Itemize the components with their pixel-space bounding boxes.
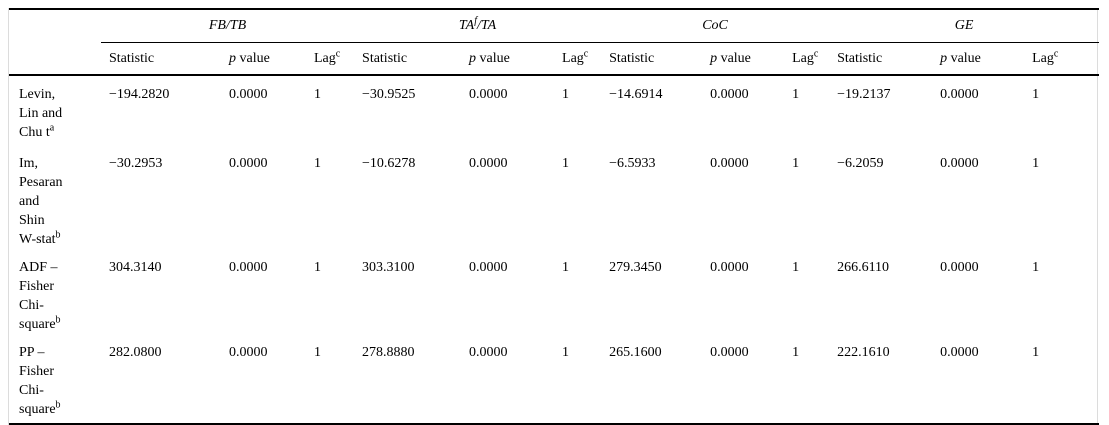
stat-cell: −14.6914 bbox=[609, 87, 663, 102]
stat-cell: −19.2137 bbox=[837, 87, 891, 102]
lag-cell: 1 bbox=[1032, 156, 1040, 171]
group-label-sup: f bbox=[474, 15, 477, 27]
pvalue-cell: 0.0000 bbox=[940, 345, 979, 360]
stat-cell: −30.9525 bbox=[362, 87, 416, 102]
lag-cell: 1 bbox=[792, 87, 800, 102]
row-label: PP – Fisher Chi- squareb bbox=[19, 345, 61, 417]
pvalue-cell: 0.0000 bbox=[229, 345, 268, 360]
lag-column-header: Lagc bbox=[1024, 42, 1100, 76]
pvalue-cell: 0.0000 bbox=[229, 156, 268, 171]
lag-cell: 1 bbox=[562, 345, 570, 360]
statistic-column-header: Statistic bbox=[601, 42, 703, 76]
lag-cell: 1 bbox=[1032, 260, 1040, 275]
stat-cell: −10.6278 bbox=[362, 156, 416, 171]
lag-cell: 1 bbox=[792, 345, 800, 360]
pvalue-cell: 0.0000 bbox=[469, 345, 508, 360]
pvalue-column-header: p value bbox=[932, 42, 1025, 76]
stat-cell: −30.2953 bbox=[109, 156, 163, 171]
lag-column-header: Lagc bbox=[306, 42, 355, 76]
stat-cell: 222.1610 bbox=[837, 345, 890, 360]
lag-column-header: Lagc bbox=[554, 42, 602, 76]
row-label: ADF – Fisher Chi- squareb bbox=[19, 260, 61, 332]
lag-cell: 1 bbox=[1032, 345, 1040, 360]
stat-cell: −6.5933 bbox=[609, 156, 656, 171]
group-label: FB/TB bbox=[208, 18, 247, 34]
lag-column-header: Lagc bbox=[784, 42, 830, 76]
stat-cell: 282.0800 bbox=[109, 345, 162, 360]
pvalue-cell: 0.0000 bbox=[710, 156, 749, 171]
pvalue-cell: 0.0000 bbox=[229, 260, 268, 275]
stat-cell: 303.3100 bbox=[362, 260, 415, 275]
pvalue-cell: 0.0000 bbox=[229, 87, 268, 102]
row-label: Im, Pesaran and Shin W-statb bbox=[19, 156, 63, 247]
stat-cell: 279.3450 bbox=[609, 260, 662, 275]
group-header-tafta: TAf/TA bbox=[354, 9, 602, 43]
stub-subheader-cell bbox=[9, 42, 101, 76]
stat-cell: −194.2820 bbox=[109, 87, 170, 102]
lag-cell: 1 bbox=[314, 87, 321, 102]
row-label: Levin, Lin and Chu ta bbox=[19, 87, 63, 140]
lag-cell: 1 bbox=[314, 345, 321, 360]
lag-cell: 1 bbox=[1032, 87, 1040, 102]
pvalue-cell: 0.0000 bbox=[940, 87, 979, 102]
lag-cell: 1 bbox=[792, 156, 800, 171]
pvalue-cell: 0.0000 bbox=[469, 260, 508, 275]
statistic-column-header: Statistic bbox=[354, 42, 462, 76]
group-header-ge: GE bbox=[829, 9, 1100, 43]
stat-cell: 266.6110 bbox=[837, 260, 890, 275]
group-label: TA bbox=[458, 18, 475, 34]
pvalue-cell: 0.0000 bbox=[710, 345, 749, 360]
pvalue-cell: 0.0000 bbox=[940, 260, 979, 275]
pvalue-column-header: p value bbox=[221, 42, 306, 76]
table-frame: FB/TB TAf/TA CoC GE Statistic p value La… bbox=[8, 8, 1100, 425]
pvalue-cell: 0.0000 bbox=[940, 156, 979, 171]
lag-cell: 1 bbox=[562, 87, 570, 102]
stat-cell: 278.8880 bbox=[362, 345, 415, 360]
stat-cell: 265.1600 bbox=[609, 345, 662, 360]
lag-cell: 1 bbox=[562, 260, 570, 275]
statistic-column-header: Statistic bbox=[101, 42, 221, 76]
table-row-pp-fisher: PP – Fisher Chi- squareb 282.0800 0.0000… bbox=[9, 334, 1099, 424]
pvalue-cell: 0.0000 bbox=[710, 87, 749, 102]
lag-cell: 1 bbox=[562, 156, 570, 171]
group-label: CoC bbox=[702, 18, 728, 34]
group-header-row: FB/TB TAf/TA CoC GE bbox=[9, 9, 1100, 43]
panel-unit-root-table: FB/TB TAf/TA CoC GE Statistic p value La… bbox=[9, 8, 1100, 425]
group-label-post: /TA bbox=[476, 18, 497, 34]
lag-cell: 1 bbox=[314, 156, 321, 171]
stat-cell: −6.2059 bbox=[837, 156, 884, 171]
lag-cell: 1 bbox=[314, 260, 321, 275]
table-row-im-pesaran-shin: Im, Pesaran and Shin W-statb −30.2953 0.… bbox=[9, 145, 1099, 249]
table-row-levin-lin-chu: Levin, Lin and Chu ta −194.2820 0.0000 1… bbox=[9, 75, 1099, 145]
group-header-coc: CoC bbox=[601, 9, 830, 43]
pvalue-cell: 0.0000 bbox=[469, 87, 508, 102]
pvalue-column-header: p value bbox=[702, 42, 785, 76]
table-row-adf-fisher: ADF – Fisher Chi- squareb 304.3140 0.000… bbox=[9, 249, 1099, 334]
lag-cell: 1 bbox=[792, 260, 800, 275]
sub-header-row: Statistic p value Lagc Statistic p value… bbox=[9, 42, 1100, 76]
stub-header-cell bbox=[9, 9, 101, 42]
group-label: GE bbox=[954, 18, 974, 34]
pvalue-column-header: p value bbox=[461, 42, 555, 76]
pvalue-cell: 0.0000 bbox=[710, 260, 749, 275]
pvalue-cell: 0.0000 bbox=[469, 156, 508, 171]
stat-cell: 304.3140 bbox=[109, 260, 162, 275]
statistic-column-header: Statistic bbox=[829, 42, 933, 76]
group-header-fbtb: FB/TB bbox=[101, 9, 355, 43]
